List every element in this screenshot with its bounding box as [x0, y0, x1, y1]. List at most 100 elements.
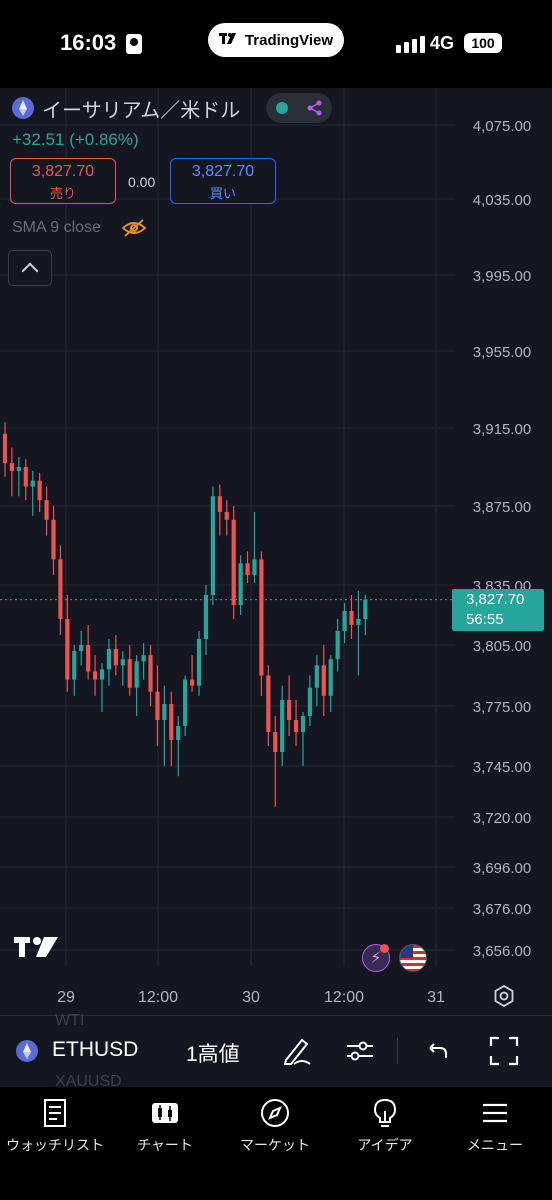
- candle-body: [190, 679, 195, 686]
- candle: [356, 591, 361, 676]
- lightbulb-icon: [369, 1097, 401, 1129]
- candle: [273, 716, 278, 807]
- candle-body: [314, 665, 319, 688]
- id-card-icon: [126, 34, 142, 54]
- app-pill[interactable]: TradingView: [208, 23, 344, 57]
- candle-body: [79, 645, 84, 652]
- drawing-tool-icon[interactable]: [280, 1034, 314, 1068]
- candle: [245, 551, 250, 584]
- price-tick-label: 3,805.00: [473, 638, 531, 655]
- interval-selector[interactable]: 1高値: [186, 1043, 240, 1066]
- tradingview-logo-icon: [218, 32, 239, 49]
- candle: [65, 595, 70, 692]
- candle-body: [2, 433, 8, 464]
- fullscreen-icon[interactable]: [487, 1034, 521, 1068]
- candle-body: [349, 611, 354, 625]
- candle-body: [280, 699, 285, 752]
- ethereum-icon: [12, 97, 34, 119]
- chart-toolbar[interactable]: WTI XAUUSD ETHUSD 1高値: [0, 1012, 552, 1090]
- price-tick-label: 3,656.00: [473, 943, 531, 960]
- candle: [9, 447, 15, 497]
- share-icon[interactable]: [307, 100, 323, 116]
- price-chart[interactable]: 4,075.00 4,035.00 3,995.00 3,955.00 3,915.00…: [0, 88, 552, 1015]
- candle-body: [155, 691, 160, 720]
- network-type: 4G: [430, 33, 455, 53]
- us-flag-icon[interactable]: [399, 944, 427, 972]
- nav-label: アイデア: [357, 1137, 413, 1153]
- candle: [238, 555, 243, 615]
- price-tick-label: 3,775.00: [473, 699, 531, 716]
- candle: [210, 486, 215, 605]
- symbol-title[interactable]: イーサリアム／米ドル: [42, 99, 241, 122]
- collapse-button[interactable]: [8, 250, 52, 286]
- chevron-up-icon: [21, 262, 39, 280]
- indicator-label[interactable]: SMA 9 close: [12, 219, 101, 236]
- candle-body: [127, 659, 132, 688]
- candle-body: [141, 655, 146, 662]
- nav-markets[interactable]: マーケット: [220, 1087, 330, 1155]
- chart-area[interactable]: 4,075.00 4,035.00 3,995.00 3,955.00 3,915.00…: [0, 88, 552, 1015]
- price-change: +32.51 (+0.86%): [12, 130, 139, 149]
- candle: [99, 663, 105, 712]
- time-tick-label: 12:00: [324, 989, 364, 1006]
- candle: [120, 651, 125, 686]
- ethereum-icon: [16, 1040, 38, 1062]
- candle-body: [134, 661, 139, 688]
- candle: [127, 645, 132, 696]
- indicator-row[interactable]: SMA 9 close: [12, 218, 147, 238]
- candle: [321, 645, 326, 716]
- nav-label: ウォッチリスト: [6, 1137, 104, 1153]
- candle: [16, 457, 21, 497]
- candle-body: [307, 687, 313, 716]
- nav-chart[interactable]: チャート: [110, 1087, 220, 1155]
- candle: [141, 643, 146, 680]
- candle: [328, 655, 333, 712]
- symbol-selector[interactable]: ETHUSD: [52, 1038, 139, 1061]
- candle: [217, 484, 222, 536]
- candle-body: [259, 559, 264, 676]
- market-open-dot-icon: [275, 102, 288, 114]
- candle-body: [252, 559, 257, 576]
- indicators-icon[interactable]: [343, 1034, 377, 1068]
- candle-body: [9, 463, 15, 471]
- candle: [349, 595, 354, 639]
- candle-body: [58, 559, 63, 619]
- nav-ideas[interactable]: アイデア: [330, 1087, 440, 1155]
- buy-button[interactable]: 3,827.70 買い: [170, 158, 276, 204]
- nav-watchlist[interactable]: ウォッチリスト: [0, 1087, 110, 1155]
- watchlist-icon: [39, 1097, 71, 1129]
- candle-body: [293, 720, 299, 732]
- bottom-navigation[interactable]: ウォッチリスト チャート マーケット アイデア メニュー: [0, 1087, 552, 1200]
- ghost-symbol-bottom: XAUUSD: [55, 1073, 122, 1090]
- candle: [203, 585, 209, 656]
- sell-button[interactable]: 3,827.70 売り: [10, 158, 116, 204]
- candle-body: [196, 639, 202, 686]
- sell-label: 売り: [49, 186, 76, 201]
- nav-menu[interactable]: メニュー: [440, 1087, 550, 1155]
- candle: [342, 603, 347, 643]
- candle-body: [106, 649, 112, 670]
- market-status-pill[interactable]: [266, 93, 333, 123]
- bar-countdown: 56:55: [466, 611, 504, 628]
- symbol-header[interactable]: イーサリアム／米ドル: [12, 93, 333, 123]
- candle: [300, 712, 306, 766]
- eye-off-icon[interactable]: [121, 218, 147, 238]
- status-bar: 16:03 TradingView 4G 100: [0, 0, 552, 88]
- candle: [23, 459, 28, 501]
- candle: [79, 631, 84, 666]
- current-price-tag: 3,827.70 56:55: [452, 589, 544, 631]
- candle-body: [321, 665, 326, 696]
- nav-label: メニュー: [467, 1137, 523, 1153]
- candle-body: [342, 611, 347, 631]
- candle-body: [44, 500, 49, 520]
- candle: [30, 470, 35, 516]
- price-tick-label: 3,995.00: [473, 268, 531, 285]
- candle: [280, 685, 285, 766]
- price-tick-label: 3,915.00: [473, 421, 531, 438]
- candle-body: [72, 651, 77, 680]
- candle-body: [245, 563, 250, 576]
- time-tick-label: 31: [427, 989, 445, 1006]
- undo-icon[interactable]: [420, 1034, 454, 1068]
- chart-settings-icon[interactable]: [493, 984, 515, 1012]
- candle: [134, 655, 139, 716]
